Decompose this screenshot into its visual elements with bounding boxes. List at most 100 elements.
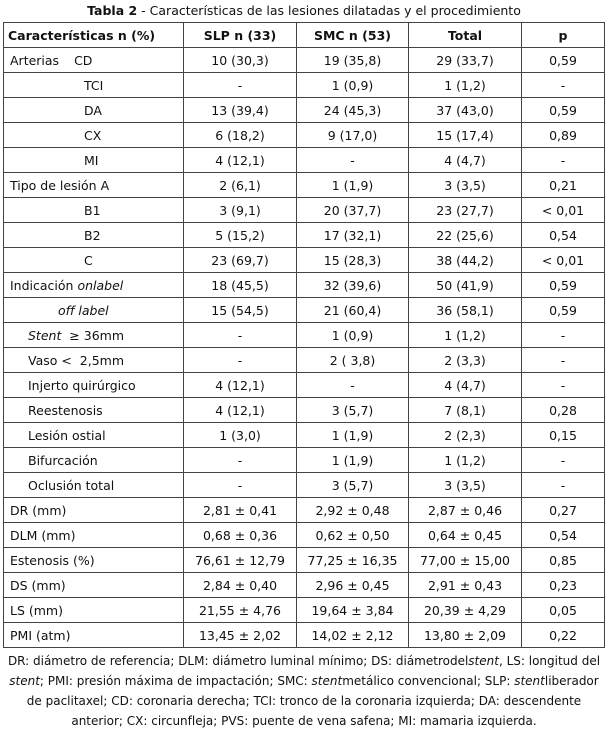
footnote-text: liberador de paclitaxel; CD: coronaria d… [26,674,599,728]
row-label: LS (mm) [10,602,63,618]
row-label: Indicación [10,277,78,293]
value-cell: - [183,72,297,98]
row-label-cell: Reestenosis [3,397,184,423]
row-label-cell: LS (mm) [3,597,184,623]
row-label-cell: Vaso < 2,5mm [3,347,184,373]
value-cell: 2,91 ± 0,43 [408,572,522,598]
value-cell: 19 (35,8) [296,47,409,73]
value-cell: 4 (12,1) [183,397,297,423]
value-cell: 76,61 ± 12,79 [183,547,297,573]
value-cell: - [521,472,605,498]
row-label: Stent [28,327,62,343]
value-cell: 9 (17,0) [296,122,409,148]
value-cell: 0,62 ± 0,50 [296,522,409,548]
value-cell: - [183,472,297,498]
row-label-cell: Estenosis (%) [3,547,184,573]
table-row: LS (mm) 21,55 ± 4,76 19,64 ± 3,84 20,39 ± 4… [3,597,605,623]
row-label: DS (mm) [10,577,66,593]
row-label: Reestenosis [28,402,103,418]
value-cell: - [521,72,605,98]
value-cell: 3 (5,7) [296,472,409,498]
row-label-cell: Arterias CD [3,47,184,73]
header-cell: SMC n (53) [296,22,409,48]
value-cell: - [183,447,297,473]
value-cell: 2 (6,1) [183,172,297,198]
row-label-cell: Tipo de lesión A [3,172,184,198]
row-label: C [84,252,93,268]
value-cell: 0,15 [521,422,605,448]
row-label-cell: CX [3,122,184,148]
row-label-cell: MI [3,147,184,173]
row-label-cell: TCI [3,72,184,98]
row-label-cell: Oclusión total [3,472,184,498]
value-cell: 2 (2,3) [408,422,522,448]
value-cell: 0,59 [521,297,605,323]
value-cell: 13,45 ± 2,02 [183,622,297,648]
row-label: DA [84,102,102,118]
data-table: Características n (%) SLP n (33) SMC n (53… [3,22,605,648]
row-label: off label [58,302,109,318]
value-cell: 37 (43,0) [408,97,522,123]
value-cell: - [296,372,409,398]
footnote-text: metálico convencional; SLP: [342,674,515,688]
value-cell: 1 (3,0) [183,422,297,448]
value-cell: 3 (3,5) [408,472,522,498]
table-row: Lesión ostial 1 (3,0) 1 (1,9) 2 (2,3) 0,15 [3,422,605,448]
value-cell: 4 (12,1) [183,147,297,173]
row-label-cell: DLM (mm) [3,522,184,548]
row-label: DR (mm) [10,502,67,518]
value-cell: 17 (32,1) [296,222,409,248]
value-cell: 3 (3,5) [408,172,522,198]
value-cell: 23 (27,7) [408,197,522,223]
value-cell: 1 (1,9) [296,422,409,448]
value-cell: 15 (54,5) [183,297,297,323]
value-cell: 2,87 ± 0,46 [408,497,522,523]
header-row: Características n (%) SLP n (33) SMC n (53… [3,22,605,48]
value-cell: 0,59 [521,97,605,123]
table-row: Arterias CD 10 (30,3) 19 (35,8) 29 (33,7) 0,5… [3,47,605,73]
value-cell: 19,64 ± 3,84 [296,597,409,623]
table-row: MI 4 (12,1) -4 (4,7) - [3,147,605,173]
value-cell: 15 (17,4) [408,122,522,148]
value-cell: 13 (39,4) [183,97,297,123]
value-cell: 0,68 ± 0,36 [183,522,297,548]
row-label: DLM (mm) [10,527,76,543]
value-cell: 14,02 ± 2,12 [296,622,409,648]
value-cell: 23 (69,7) [183,247,297,273]
row-label: CD [74,52,93,68]
value-cell: 1 (0,9) [296,72,409,98]
header-cell: SLP n (33) [183,22,297,48]
footnote-text: stent [311,674,343,688]
table-row: CX 6 (18,2) 9 (17,0) 15 (17,4) 0,89 [3,122,605,148]
title-text: - Características de las lesiones dilata… [137,3,521,18]
value-cell: 0,85 [521,547,605,573]
value-cell: 21 (60,4) [296,297,409,323]
footnote-text: ; PMI: presión máxima de impactación; SM… [39,674,312,688]
header-cell: p [521,22,605,48]
value-cell: 0,05 [521,597,605,623]
value-cell: - [296,147,409,173]
value-cell: 0,54 [521,522,605,548]
row-label: TCI [84,77,104,93]
value-cell: 2,96 ± 0,45 [296,572,409,598]
value-cell: 20,39 ± 4,29 [408,597,522,623]
table-row: PMI (atm) 13,45 ± 2,02 14,02 ± 2,12 13,80 ±… [3,622,605,648]
value-cell: 38 (44,2) [408,247,522,273]
row-label: B1 [84,202,101,218]
value-cell: 2 ( 3,8) [296,347,409,373]
row-label-cell: Bifurcación [3,447,184,473]
value-cell: 2,84 ± 0,40 [183,572,297,598]
value-cell: 4 (4,7) [408,147,522,173]
value-cell: < 0,01 [521,247,605,273]
row-label: PMI (atm) [10,627,71,643]
value-cell: - [521,372,605,398]
value-cell: - [521,447,605,473]
row-label: Lesión ostial [28,427,106,443]
row-label: ≥ 36mm [61,327,125,343]
value-cell: 2 (3,3) [408,347,522,373]
value-cell: 32 (39,6) [296,272,409,298]
value-cell: 20 (37,7) [296,197,409,223]
table-title: Tabla 2 - Características de las lesione… [0,0,608,22]
